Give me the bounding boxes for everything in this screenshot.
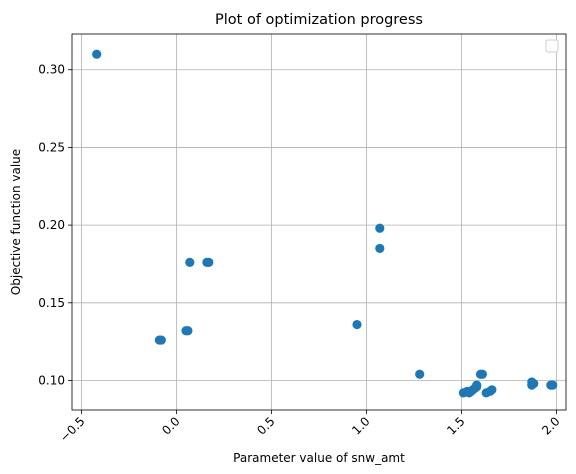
- data-point: [375, 243, 385, 254]
- data-point: [183, 326, 193, 336]
- data-point: [156, 335, 166, 345]
- data-point: [204, 257, 214, 267]
- data-point: [487, 385, 497, 395]
- legend-box: [545, 39, 559, 53]
- data-point: [185, 257, 195, 267]
- grid-lines: [72, 34, 566, 410]
- data-point: [375, 223, 385, 233]
- data-point: [92, 49, 102, 59]
- plot-area-frame: [71, 33, 567, 411]
- data-point: [529, 378, 539, 389]
- y-tick-label: 0.25: [38, 140, 65, 154]
- data-point: [477, 369, 487, 379]
- x-axis-title: Parameter value of snw_amt: [233, 451, 405, 465]
- y-tick-label: 0.30: [38, 63, 65, 77]
- y-tick-label: 0.10: [38, 373, 65, 387]
- data-points: [92, 49, 558, 398]
- chart-title: Plot of optimization progress: [215, 12, 423, 28]
- y-axis-ticks: 0.10 0.15 0.20 0.25 0.30: [38, 63, 72, 387]
- y-tick-label: 0.20: [38, 218, 65, 232]
- data-point: [472, 380, 482, 390]
- data-point: [415, 369, 425, 379]
- y-tick-label: 0.15: [38, 296, 65, 310]
- data-point: [548, 380, 558, 390]
- y-axis-title: Objective function value: [9, 149, 23, 295]
- data-point: [352, 319, 362, 330]
